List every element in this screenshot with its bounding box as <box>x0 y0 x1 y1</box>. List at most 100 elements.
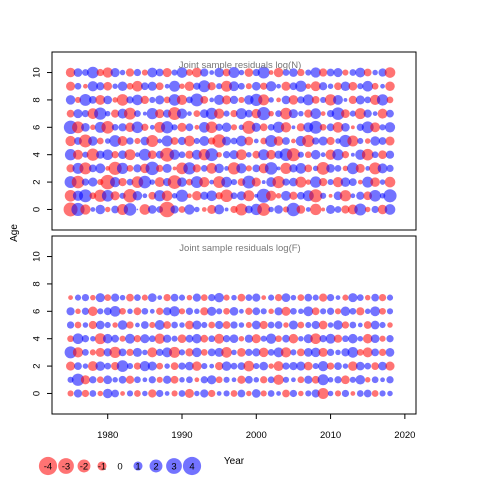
residual-bubble <box>133 307 142 316</box>
residual-bubble <box>95 293 105 303</box>
residual-bubble <box>126 363 134 370</box>
residual-bubble <box>288 95 299 105</box>
residual-bubble <box>133 164 142 173</box>
residual-bubble <box>364 138 371 144</box>
residual-bubble <box>273 374 284 385</box>
residual-bubble <box>178 151 186 159</box>
residual-bubble <box>289 177 298 187</box>
panel-logF-title: Joint sample residuals log(F) <box>179 243 300 254</box>
residual-bubble <box>111 123 119 131</box>
residual-bubble <box>110 176 121 188</box>
residual-bubble <box>335 349 341 356</box>
residual-bubble <box>318 360 329 372</box>
residual-bubble <box>198 80 211 93</box>
residual-bubble <box>209 97 215 103</box>
residual-bubble <box>282 334 290 343</box>
residual-bubble <box>387 322 393 328</box>
residual-bubble <box>288 109 298 119</box>
residual-bubble <box>90 124 96 131</box>
residual-bubble <box>66 307 75 316</box>
residual-bubble <box>200 68 209 77</box>
residual-bubble <box>64 149 77 161</box>
residual-bubble <box>187 193 192 199</box>
residual-bubble <box>363 321 372 329</box>
residual-bubble <box>379 390 386 397</box>
residual-bubble <box>214 67 224 78</box>
residual-bubble <box>261 180 266 185</box>
residual-bubble <box>96 82 105 91</box>
residual-bubble <box>163 321 172 329</box>
residual-bubble <box>310 67 321 78</box>
residual-bubble <box>316 161 330 175</box>
residual-bubble <box>291 138 296 144</box>
residual-bubble <box>364 308 371 315</box>
residual-bubble <box>97 390 104 397</box>
x-tick-label: 2010 <box>320 430 341 441</box>
residual-bubble <box>147 347 158 358</box>
residual-bubble <box>364 362 372 370</box>
residual-bubble <box>80 204 91 215</box>
residual-bubble <box>156 348 164 357</box>
residual-bubble <box>124 149 136 161</box>
residual-bubble <box>318 347 328 357</box>
residual-bubble <box>116 94 129 106</box>
residual-bubble <box>334 206 342 213</box>
residual-bubble <box>96 376 104 384</box>
residual-bubble <box>378 137 387 145</box>
residual-bubble <box>200 96 209 104</box>
residual-bubble <box>72 347 84 358</box>
residual-bubble <box>252 293 261 302</box>
residual-bubble <box>161 121 174 134</box>
residual-bubble <box>252 164 261 173</box>
residual-bubble <box>238 96 245 103</box>
residual-bubble <box>251 177 261 187</box>
residual-bubble <box>283 322 289 328</box>
residual-bubble <box>348 81 358 91</box>
residual-bubble <box>347 135 359 147</box>
residual-bubble <box>66 164 75 173</box>
residual-bubble <box>148 335 156 343</box>
residual-bubble <box>349 376 356 383</box>
residual-bubble <box>102 388 113 399</box>
residual-bubble <box>214 204 225 215</box>
residual-bubble <box>242 120 256 134</box>
residual-bubble <box>282 389 290 398</box>
residual-bubble <box>206 163 218 174</box>
residual-bubble <box>364 294 371 301</box>
legend-bubble <box>38 456 58 476</box>
residual-bubble <box>73 68 83 77</box>
residual-bubble <box>326 123 335 132</box>
panel-logN-bubbles <box>63 66 397 218</box>
residual-bubble <box>168 107 182 121</box>
residual-bubble <box>127 308 133 315</box>
residual-bubble <box>252 307 261 316</box>
residual-bubble <box>171 124 178 131</box>
residual-bubble <box>167 175 182 189</box>
residual-bubble <box>386 164 394 173</box>
residual-bubble <box>245 165 252 172</box>
residual-bubble <box>221 361 232 371</box>
residual-bubble <box>102 149 114 161</box>
residual-bubble <box>88 136 98 146</box>
residual-bubble <box>363 68 372 77</box>
residual-bubble <box>80 375 90 385</box>
residual-bubble <box>333 334 343 343</box>
residual-bubble <box>258 94 270 106</box>
residual-bubble <box>192 164 201 173</box>
residual-bubble <box>238 82 245 90</box>
residual-bubble <box>237 375 246 384</box>
residual-bubble <box>216 391 222 396</box>
residual-bubble <box>214 108 225 119</box>
residual-bubble <box>149 321 156 329</box>
residual-bubble <box>133 68 142 77</box>
residual-bubble <box>66 361 76 371</box>
residual-bubble <box>327 377 334 383</box>
residual-bubble <box>238 322 245 328</box>
residual-bubble <box>361 121 374 134</box>
residual-bubble <box>111 109 120 118</box>
residual-bubble <box>357 137 364 145</box>
residual-bubble <box>341 375 350 385</box>
residual-bubble <box>212 134 226 148</box>
y-tick-label: 0 <box>31 207 42 212</box>
residual-bubble <box>201 207 207 212</box>
